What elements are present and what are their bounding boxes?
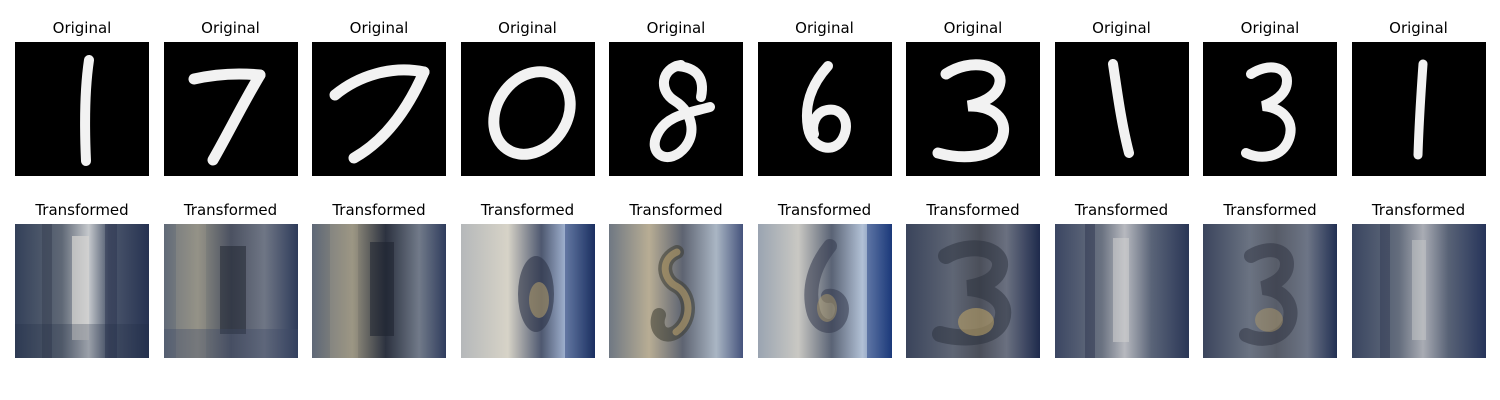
transformed-image-9 [1203,224,1337,358]
transformed-title-8: Transformed [1074,201,1169,219]
transformed-title-7: Transformed [926,201,1020,219]
transformed-blur-image [906,224,1040,358]
transformed-blur-image [1351,224,1486,358]
transformed-image-3 [312,224,446,358]
transformed-blur-image [312,224,446,358]
original-image-10 [1351,42,1486,176]
original-title-7: Original [943,19,1003,37]
transformed-title-4: Transformed [480,201,575,219]
original-image-8 [1054,42,1189,176]
transformed-image-8 [1054,224,1189,358]
transformed-title-10: Transformed [1371,201,1466,219]
original-title-6: Original [795,19,854,37]
digit-seven-original [163,42,298,176]
transformed-title-1: Transformed [35,201,129,219]
transformed-blur-image [757,224,892,358]
digit-eight-original [609,42,743,176]
original-title-10: Original [1389,19,1448,37]
transformed-image-6 [757,224,892,358]
original-title-8: Original [1092,19,1151,37]
transformed-blur-image [15,224,149,358]
original-image-7 [906,42,1040,176]
transformed-image-2 [163,224,298,358]
transformed-image-10 [1351,224,1486,358]
transformed-image-4 [460,224,595,358]
original-title-2: Original [201,19,260,37]
original-image-2 [163,42,298,176]
original-title-9: Original [1240,19,1300,37]
original-image-1 [15,42,149,176]
transformed-title-5: Transformed [629,201,723,219]
transformed-blur-image [1054,224,1189,358]
transformed-blur-image [460,224,595,358]
transformed-blur-image [163,224,298,358]
digit-one-original-3 [1351,42,1486,176]
transformed-title-6: Transformed [777,201,872,219]
transformed-image-5 [609,224,743,358]
original-image-6 [757,42,892,176]
digit-one-original-2 [1054,42,1189,176]
original-image-3 [312,42,446,176]
original-image-9 [1203,42,1337,176]
transformed-blur-image [1203,224,1337,358]
original-title-5: Original [646,19,706,37]
transformed-title-9: Transformed [1223,201,1317,219]
original-image-4 [460,42,595,176]
original-title-3: Original [349,19,409,37]
transformed-image-7 [906,224,1040,358]
digit-zero-original [460,42,595,176]
digit-three-original [906,42,1040,176]
transformed-image-1 [15,224,149,358]
digit-six-original [757,42,892,176]
digit-one-original [15,42,149,176]
original-title-1: Original [52,19,112,37]
original-title-4: Original [498,19,557,37]
original-image-5 [609,42,743,176]
transformed-title-3: Transformed [332,201,426,219]
digit-three-original-2 [1203,42,1337,176]
digit-seven-original-2 [312,42,446,176]
transformed-blur-image [609,224,743,358]
transformed-title-2: Transformed [183,201,278,219]
